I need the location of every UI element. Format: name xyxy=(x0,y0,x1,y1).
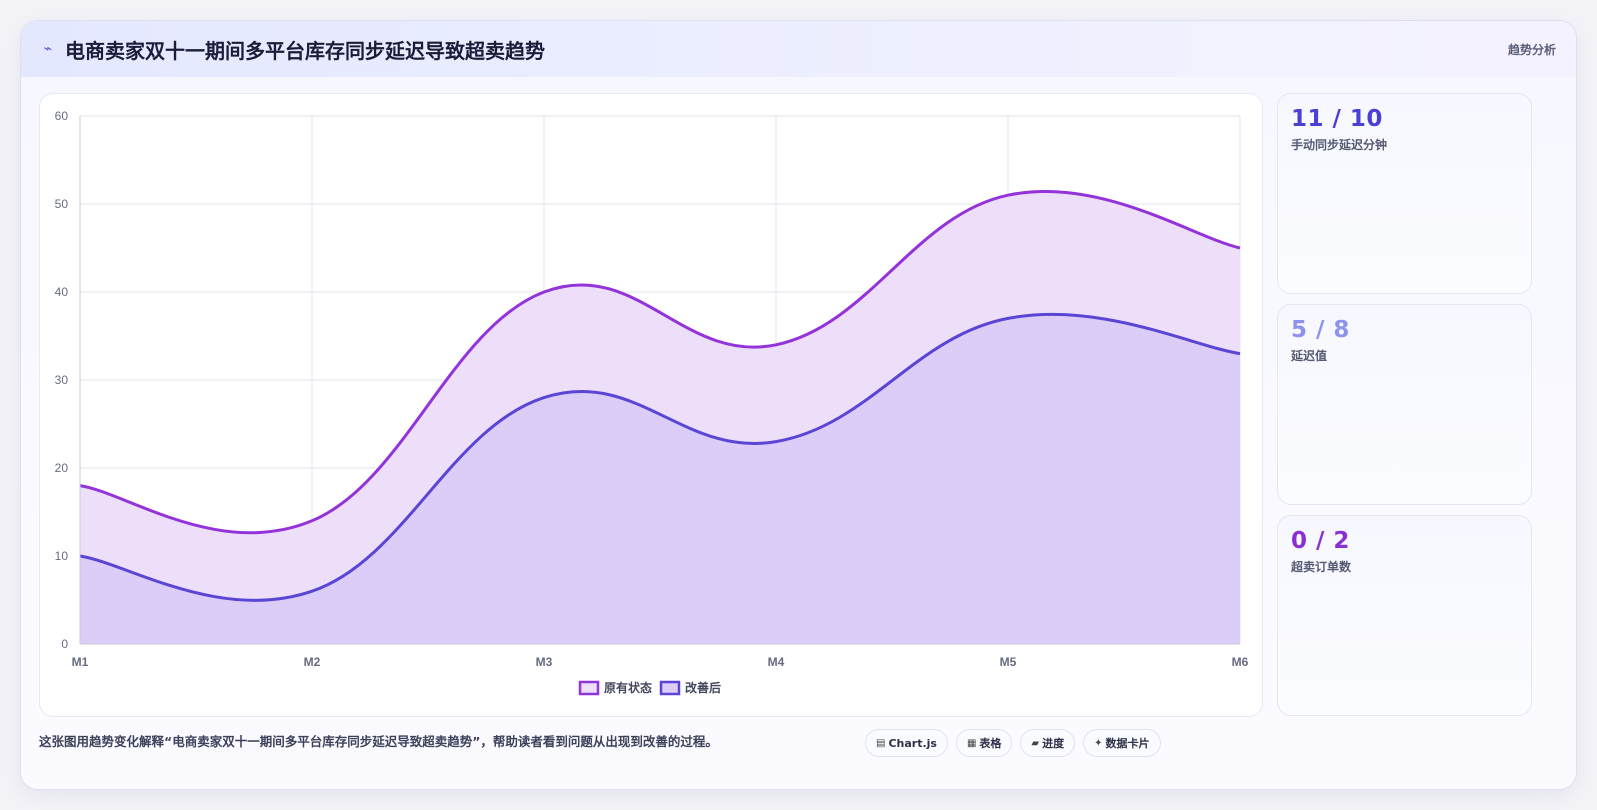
x-tick-label: M3 xyxy=(536,655,553,669)
header-tag: 趋势分析 xyxy=(1507,42,1556,57)
chip-data-card[interactable]: ✦ 数据卡片 xyxy=(1083,729,1161,757)
card-header: ⌁ 电商卖家双十一期间多平台库存同步延迟导致超卖趋势 趋势分析 xyxy=(21,21,1576,77)
progress-icon: ▰ xyxy=(1031,737,1040,749)
y-tick-label: 50 xyxy=(55,197,69,211)
stat-value: 5 / 8 xyxy=(1291,317,1350,343)
y-tick-label: 40 xyxy=(55,285,69,299)
stat-label: 延迟值 xyxy=(1291,349,1328,363)
chip-label: 表格 xyxy=(979,737,1002,750)
series-area-2 xyxy=(80,314,1240,644)
legend-label: 改善后 xyxy=(685,680,721,695)
stat-card-delay: 5 / 8 延迟值 xyxy=(1277,304,1532,505)
chip-chartjs[interactable]: ▤ Chart.js xyxy=(865,729,948,757)
x-tick-label: M4 xyxy=(768,655,785,669)
page-title: 电商卖家双十一期间多平台库存同步延迟导致超卖趋势 xyxy=(65,38,545,63)
chip-table[interactable]: ▦ 表格 xyxy=(955,729,1013,757)
stat-label: 超卖订单数 xyxy=(1291,560,1352,574)
title-wrap: ⌁ 电商卖家双十一期间多平台库存同步延迟导致超卖趋势 xyxy=(41,35,545,64)
footer-note: 这张图用趋势变化解释“电商卖家双十一期间多平台库存同步延迟导致超卖趋势”，帮助读… xyxy=(39,734,718,749)
stat-card-oversell: 0 / 2 超卖订单数 xyxy=(1277,515,1532,716)
table-icon: ▦ xyxy=(966,737,977,749)
legend-swatch xyxy=(659,680,681,696)
report-card: ⌁ 电商卖家双十一期间多平台库存同步延迟导致超卖趋势 趋势分析 0 10 20 30 4… xyxy=(20,20,1577,790)
stat-value: 11 / 10 xyxy=(1291,106,1383,132)
legend-swatch xyxy=(578,680,600,696)
legend-label: 原有状态 xyxy=(604,680,652,695)
stat-label: 手动同步延迟分钟 xyxy=(1291,138,1388,152)
series-line-2 xyxy=(79,313,1241,602)
x-tick-label: M2 xyxy=(304,655,321,669)
lightning-icon: ⌁ xyxy=(43,41,53,57)
stat-card-sync-delay: 11 / 10 手动同步延迟分钟 xyxy=(1277,93,1532,294)
chip-progress[interactable]: ▰ 进度 xyxy=(1020,729,1076,757)
y-tick-label: 0 xyxy=(61,637,68,651)
stat-value: 0 / 2 xyxy=(1291,528,1350,554)
y-tick-label: 60 xyxy=(55,109,69,123)
x-tick-label: M6 xyxy=(1232,655,1249,669)
area-chart: 0 10 20 30 40 50 60 M1 M2 M3 M4 M5 M6 原有状态 改善后 xyxy=(55,109,1249,696)
series-line-1 xyxy=(79,189,1241,535)
x-tick-label: M1 xyxy=(72,655,89,669)
chip-row: ▤ Chart.js ▦ 表格 ▰ 进度 ✦ 数据卡片 xyxy=(865,729,1161,757)
sparkle-icon: ✦ xyxy=(1094,737,1103,749)
chip-label: Chart.js xyxy=(888,736,937,750)
y-tick-label: 30 xyxy=(55,373,69,387)
chip-label: 进度 xyxy=(1042,737,1065,750)
x-tick-label: M5 xyxy=(1000,655,1017,669)
chart-icon: ▤ xyxy=(876,737,886,749)
chip-label: 数据卡片 xyxy=(1105,737,1150,750)
y-tick-label: 20 xyxy=(55,461,69,475)
y-tick-label: 10 xyxy=(55,549,69,563)
chart-panel: 0 10 20 30 40 50 60 M1 M2 M3 M4 M5 M6 原有状态 改善后 xyxy=(39,93,1263,717)
